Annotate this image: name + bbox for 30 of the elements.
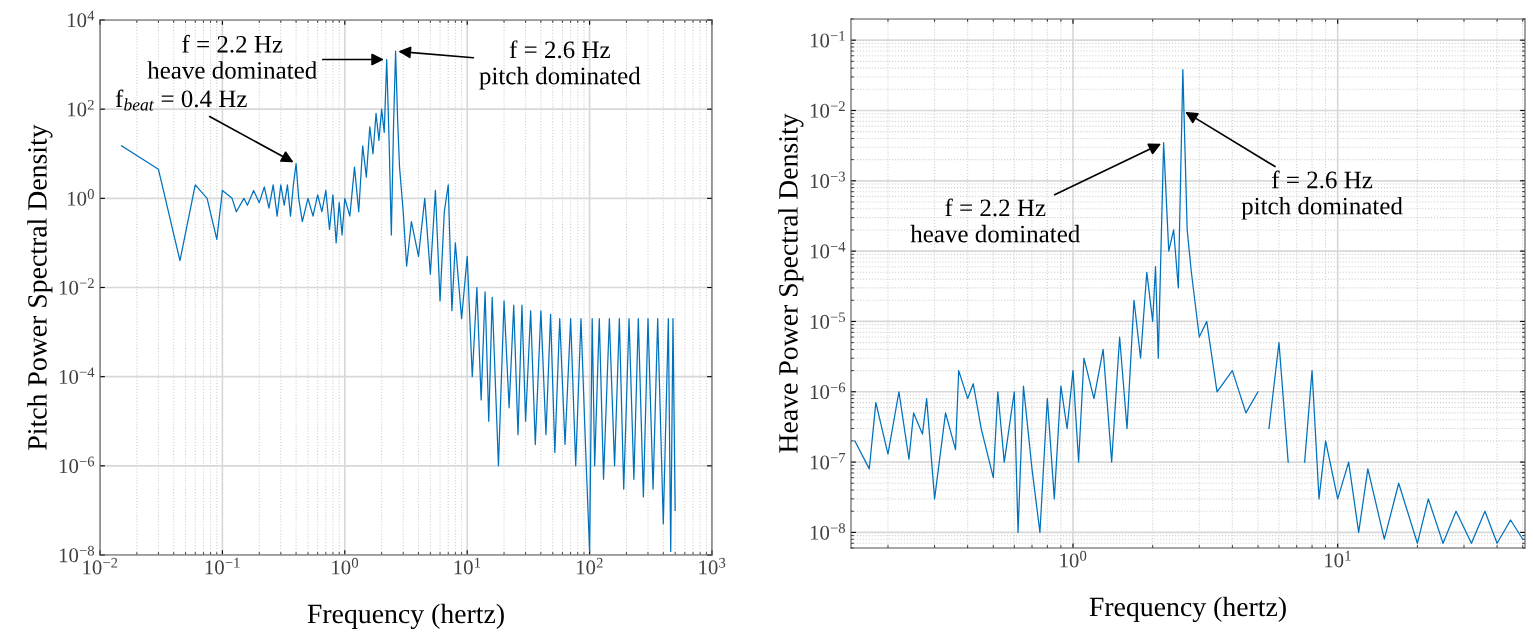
y-tick-label: 10$^{0}$: [68, 189, 94, 206]
y-tick-label: 10$^{−2}$: [810, 101, 845, 118]
annotation: f = 2.2 Hz heave dominated: [147, 34, 317, 79]
x-tick-label: 10$^{0}$: [1060, 550, 1087, 568]
y-tick-label: 10$^{−6}$: [59, 456, 95, 474]
y-tick-label: 10$^{−8}$: [810, 523, 846, 540]
y-tick-label: 10$^{−1}$: [810, 30, 845, 48]
y-axis-title: Heave Power Spectral Density: [778, 113, 804, 453]
y-tick-label: 10$^{−5}$: [810, 312, 845, 329]
y-tick-label: 10$^{−2}$: [59, 278, 94, 295]
x-tick-label: 10$^{3}$: [699, 557, 726, 575]
annotation: f = 2.2 Hz heave dominated: [910, 198, 1080, 243]
x-tick-label: 10$^{−1}$: [205, 557, 240, 575]
y-tick-label: 10$^{−3}$: [810, 171, 845, 189]
y-tick-label: 10$^{2}$: [68, 99, 94, 117]
y-tick-label: 10$^{−4}$: [810, 241, 846, 259]
annotation: f = 2.6 Hz pitch dominated: [1241, 170, 1403, 220]
x-tick-label: 10$^{1}$: [1325, 550, 1351, 568]
x-axis-title: Frequency (hertz): [307, 603, 504, 630]
y-tick-label: 10$^{4}$: [68, 10, 95, 28]
x-axis-title: Frequency (hertz): [1089, 596, 1286, 623]
x-tick-label: 10$^{1}$: [454, 557, 481, 575]
y-axis-title: Pitch Power Spectral Density: [27, 124, 53, 450]
y-tick-label: 10$^{−4}$: [59, 367, 95, 384]
x-tick-label: 10$^{2}$: [576, 557, 603, 575]
annotation: f$_{beat}$ = 0.4 Hz: [115, 89, 247, 111]
y-tick-label: 10$^{−7}$: [810, 453, 846, 470]
annotation: f = 2.6 Hz pitch dominated: [479, 40, 641, 90]
y-tick-label: 10$^{−6}$: [810, 382, 846, 400]
x-tick-label: 10$^{0}$: [332, 557, 359, 575]
